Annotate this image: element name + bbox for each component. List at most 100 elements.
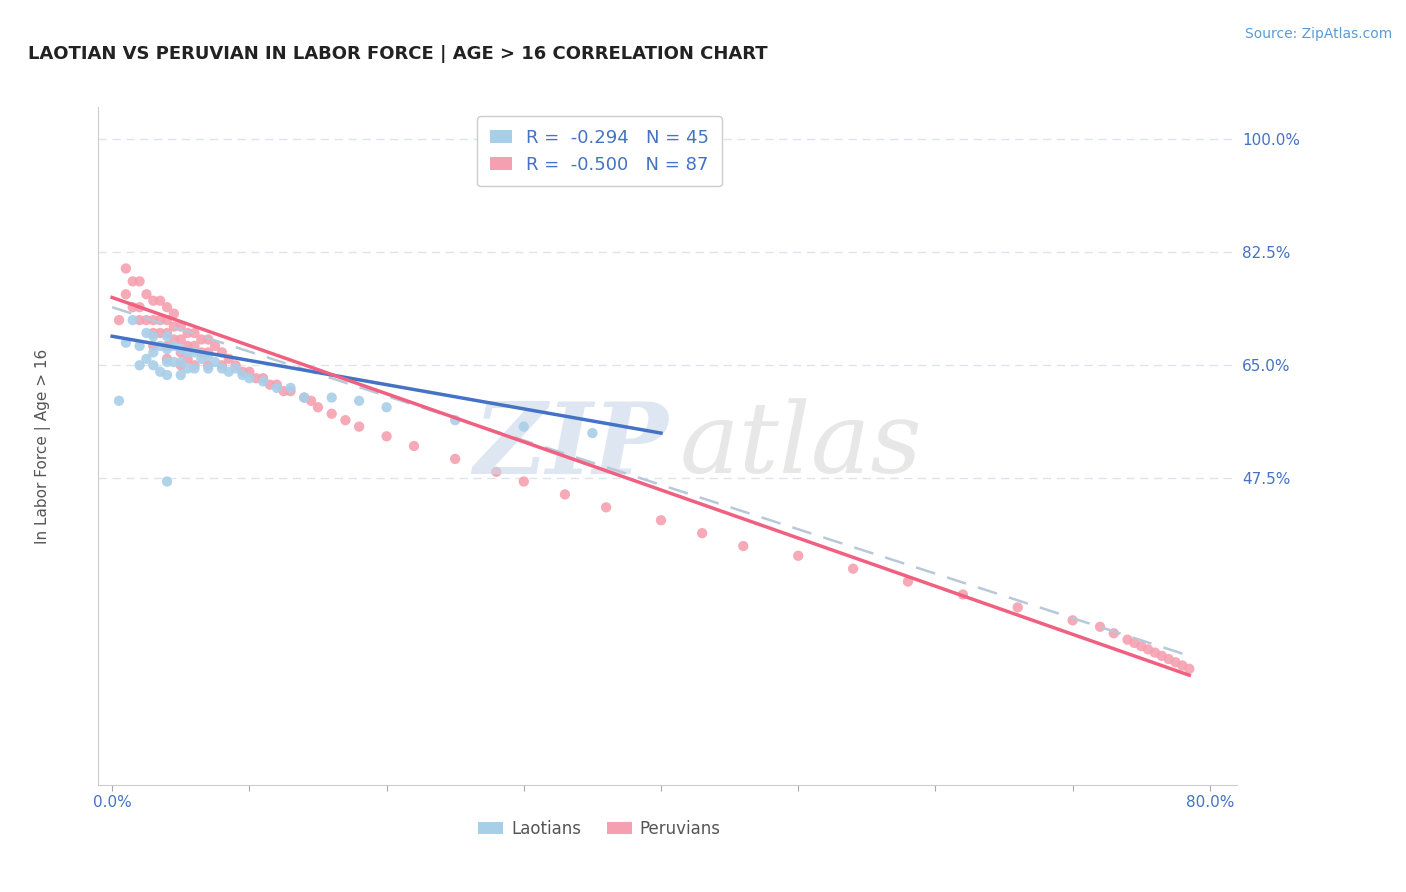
- Point: [787, 549, 810, 563]
- Point: [121, 300, 143, 314]
- Point: [225, 361, 247, 376]
- Point: [280, 384, 302, 398]
- Point: [402, 439, 425, 453]
- Point: [197, 345, 219, 359]
- Point: [375, 401, 398, 415]
- Point: [197, 359, 219, 373]
- Point: [142, 313, 165, 327]
- Point: [156, 351, 179, 366]
- Point: [142, 293, 165, 308]
- Point: [231, 368, 253, 382]
- Point: [1157, 652, 1180, 666]
- Point: [252, 375, 274, 389]
- Point: [142, 345, 165, 359]
- Point: [135, 287, 157, 301]
- Point: [238, 365, 260, 379]
- Point: [170, 345, 193, 359]
- Point: [321, 391, 343, 405]
- Point: [183, 345, 205, 359]
- Point: [650, 513, 672, 527]
- Point: [142, 359, 165, 373]
- Point: [149, 365, 172, 379]
- Point: [321, 407, 343, 421]
- Point: [218, 365, 240, 379]
- Point: [156, 355, 179, 369]
- Point: [1171, 658, 1194, 673]
- Point: [554, 487, 576, 501]
- Point: [842, 562, 865, 576]
- Point: [142, 339, 165, 353]
- Point: [128, 313, 150, 327]
- Point: [183, 361, 205, 376]
- Point: [485, 465, 508, 479]
- Point: [280, 381, 302, 395]
- Point: [252, 371, 274, 385]
- Text: Source: ZipAtlas.com: Source: ZipAtlas.com: [1244, 27, 1392, 41]
- Point: [108, 393, 131, 408]
- Point: [156, 342, 179, 356]
- Point: [163, 333, 186, 347]
- Point: [204, 355, 226, 369]
- Point: [211, 361, 233, 376]
- Point: [156, 368, 179, 382]
- Point: [176, 351, 198, 366]
- Point: [142, 329, 165, 343]
- Point: [170, 319, 193, 334]
- Point: [273, 384, 295, 398]
- Point: [163, 307, 186, 321]
- Point: [128, 274, 150, 288]
- Point: [183, 326, 205, 340]
- Point: [190, 333, 212, 347]
- Point: [292, 391, 315, 405]
- Point: [245, 371, 267, 385]
- Point: [266, 377, 288, 392]
- Point: [218, 351, 240, 366]
- Point: [149, 326, 172, 340]
- Point: [121, 274, 143, 288]
- Point: [156, 313, 179, 327]
- Point: [897, 574, 920, 589]
- Point: [444, 451, 467, 466]
- Point: [1164, 655, 1187, 669]
- Point: [581, 426, 603, 441]
- Point: [156, 475, 179, 489]
- Point: [335, 413, 357, 427]
- Point: [163, 339, 186, 353]
- Text: atlas: atlas: [679, 399, 922, 493]
- Point: [204, 339, 226, 353]
- Text: ZIP: ZIP: [472, 398, 668, 494]
- Point: [176, 361, 198, 376]
- Point: [513, 475, 536, 489]
- Point: [142, 326, 165, 340]
- Point: [1143, 646, 1166, 660]
- Point: [170, 359, 193, 373]
- Point: [156, 300, 179, 314]
- Point: [183, 359, 205, 373]
- Point: [163, 319, 186, 334]
- Point: [197, 361, 219, 376]
- Point: [128, 339, 150, 353]
- Point: [135, 313, 157, 327]
- Point: [1088, 620, 1111, 634]
- Point: [375, 429, 398, 443]
- Point: [259, 377, 281, 392]
- Point: [1102, 626, 1125, 640]
- Point: [513, 419, 536, 434]
- Point: [1178, 662, 1201, 676]
- Point: [347, 419, 370, 434]
- Point: [163, 355, 186, 369]
- Point: [733, 539, 755, 553]
- Point: [183, 339, 205, 353]
- Point: [266, 381, 288, 395]
- Point: [211, 345, 233, 359]
- Point: [176, 345, 198, 359]
- Y-axis label: In Labor Force | Age > 16: In Labor Force | Age > 16: [35, 349, 51, 543]
- Point: [115, 335, 138, 350]
- Point: [690, 526, 713, 541]
- Point: [156, 339, 179, 353]
- Point: [128, 300, 150, 314]
- Text: LAOTIAN VS PERUVIAN IN LABOR FORCE | AGE > 16 CORRELATION CHART: LAOTIAN VS PERUVIAN IN LABOR FORCE | AGE…: [28, 45, 768, 62]
- Point: [1123, 636, 1146, 650]
- Point: [197, 349, 219, 363]
- Point: [149, 339, 172, 353]
